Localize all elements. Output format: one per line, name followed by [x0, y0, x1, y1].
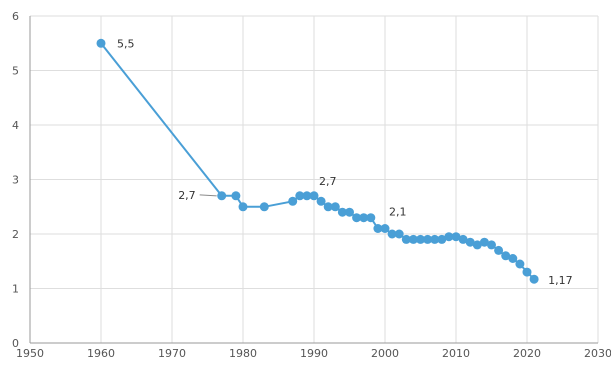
data-point — [330, 202, 340, 212]
data-label: 2,1 — [389, 206, 407, 219]
x-tick-label: 1960 — [87, 347, 115, 360]
data-point — [401, 234, 411, 244]
y-tick-label: 1 — [12, 283, 19, 296]
x-tick-label: 2000 — [371, 347, 399, 360]
y-tick-label: 2 — [12, 228, 19, 241]
data-point — [458, 234, 468, 244]
y-tick-label: 3 — [12, 174, 19, 187]
x-tick-label: 1970 — [158, 347, 186, 360]
data-point — [501, 251, 511, 261]
data-point — [437, 234, 447, 244]
data-points — [96, 38, 539, 284]
data-point — [359, 213, 369, 223]
y-tick-label: 6 — [12, 10, 19, 23]
x-tick-label: 1990 — [300, 347, 328, 360]
x-tick-label: 1980 — [229, 347, 257, 360]
data-point — [231, 191, 241, 201]
data-point — [259, 202, 269, 212]
data-point — [394, 229, 404, 239]
data-label: 2,7 — [178, 189, 196, 202]
data-point — [366, 213, 376, 223]
data-point — [96, 38, 106, 48]
data-point — [487, 240, 496, 250]
data-point — [423, 234, 433, 244]
data-point — [295, 191, 305, 201]
x-tick-label: 2010 — [442, 347, 470, 360]
label-leader-line — [199, 194, 217, 197]
data-point — [472, 240, 482, 250]
data-point — [508, 254, 518, 263]
data-point — [494, 245, 504, 255]
x-tick-label: 1950 — [16, 347, 44, 360]
data-labels: 5,5 2,7 2,7 2,1 1,17 — [117, 37, 573, 287]
data-point — [373, 224, 383, 233]
data-point — [380, 224, 390, 233]
data-point — [387, 229, 397, 239]
y-tick-label: 0 — [12, 337, 19, 350]
data-label: 5,5 — [117, 37, 135, 50]
data-point — [465, 237, 475, 247]
data-point — [529, 274, 539, 284]
x-tick-labels: 1950 1960 1970 1980 1990 2000 2010 2020 2030 — [16, 347, 611, 360]
data-point — [217, 191, 227, 201]
data-point — [522, 267, 532, 277]
grid-lines — [30, 15, 599, 343]
data-point — [288, 196, 298, 206]
data-point — [309, 191, 319, 201]
x-tick-label: 2020 — [513, 347, 541, 360]
data-point — [238, 202, 248, 212]
data-label: 2,7 — [319, 175, 337, 188]
data-point — [408, 234, 418, 244]
data-point — [451, 232, 461, 242]
axes — [29, 16, 598, 344]
data-point — [416, 234, 425, 244]
data-point — [337, 207, 347, 217]
data-point — [515, 259, 525, 269]
data-point — [345, 207, 354, 217]
data-label: 1,17 — [548, 274, 573, 287]
x-tick-label: 2030 — [584, 347, 611, 360]
data-point — [323, 202, 333, 212]
data-point — [352, 213, 362, 223]
data-point — [316, 196, 326, 206]
data-point — [444, 232, 454, 242]
data-point — [302, 191, 312, 201]
y-tick-label: 4 — [12, 119, 19, 132]
y-tick-labels: 0 1 2 3 4 5 6 — [12, 10, 19, 350]
y-tick-label: 5 — [12, 65, 19, 78]
data-point — [479, 237, 489, 247]
data-point — [430, 234, 440, 244]
